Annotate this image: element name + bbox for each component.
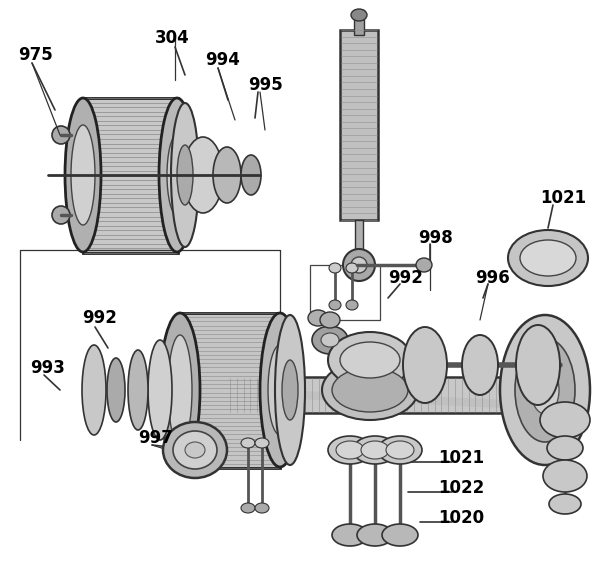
Ellipse shape [329, 263, 341, 273]
Ellipse shape [52, 206, 70, 224]
Ellipse shape [312, 326, 348, 354]
Text: 1021: 1021 [540, 189, 586, 207]
Ellipse shape [549, 494, 581, 514]
Text: 996: 996 [475, 269, 510, 287]
Ellipse shape [128, 350, 148, 430]
Ellipse shape [241, 438, 255, 448]
Bar [354, 10, 364, 35]
Text: 1020: 1020 [438, 509, 484, 527]
Text: 1021: 1021 [438, 449, 484, 467]
Ellipse shape [547, 436, 583, 460]
Ellipse shape [282, 360, 298, 420]
Ellipse shape [382, 524, 418, 546]
Ellipse shape [329, 300, 341, 310]
Ellipse shape [52, 126, 70, 144]
Ellipse shape [160, 313, 200, 467]
Ellipse shape [255, 438, 269, 448]
Text: 995: 995 [248, 76, 283, 94]
Ellipse shape [543, 460, 587, 492]
Ellipse shape [328, 332, 412, 388]
Ellipse shape [515, 338, 575, 442]
Text: 997: 997 [138, 429, 173, 447]
Bar [230, 377, 530, 413]
Ellipse shape [346, 263, 358, 273]
Ellipse shape [351, 9, 367, 21]
Ellipse shape [462, 335, 498, 395]
Ellipse shape [378, 436, 422, 464]
Ellipse shape [361, 441, 389, 459]
Ellipse shape [346, 300, 358, 310]
Text: 304: 304 [155, 29, 190, 47]
Ellipse shape [322, 360, 418, 420]
Ellipse shape [148, 340, 172, 440]
Text: 1022: 1022 [438, 479, 484, 497]
Text: 975: 975 [18, 46, 53, 64]
Bar [310, 265, 380, 320]
Ellipse shape [357, 524, 393, 546]
Ellipse shape [416, 258, 432, 272]
Ellipse shape [508, 230, 588, 286]
Ellipse shape [65, 98, 101, 252]
Ellipse shape [328, 436, 372, 464]
Text: 993: 993 [30, 359, 65, 377]
Bar [180, 313, 280, 468]
Ellipse shape [213, 147, 241, 203]
Ellipse shape [332, 368, 408, 412]
Text: 994: 994 [205, 51, 240, 69]
Text: 992: 992 [82, 309, 117, 327]
Bar [83, 98, 178, 253]
Ellipse shape [343, 249, 375, 281]
Ellipse shape [159, 98, 195, 252]
Ellipse shape [82, 345, 106, 435]
Ellipse shape [332, 524, 368, 546]
Ellipse shape [185, 442, 205, 458]
Ellipse shape [171, 103, 199, 247]
Bar [340, 30, 378, 220]
Ellipse shape [320, 312, 340, 328]
Ellipse shape [531, 366, 559, 414]
Ellipse shape [260, 313, 300, 467]
Ellipse shape [168, 335, 192, 445]
Ellipse shape [183, 137, 223, 213]
Text: 998: 998 [418, 229, 453, 247]
Ellipse shape [241, 503, 255, 513]
Ellipse shape [255, 503, 269, 513]
Ellipse shape [386, 441, 414, 459]
Ellipse shape [268, 345, 292, 435]
Ellipse shape [71, 125, 95, 225]
Ellipse shape [340, 342, 400, 378]
Ellipse shape [516, 325, 560, 405]
Ellipse shape [336, 441, 364, 459]
Bar [355, 220, 363, 260]
Ellipse shape [403, 327, 447, 403]
Ellipse shape [167, 135, 187, 215]
Ellipse shape [275, 315, 305, 465]
Ellipse shape [241, 155, 261, 195]
Ellipse shape [308, 310, 328, 326]
Ellipse shape [321, 333, 339, 347]
Ellipse shape [540, 402, 590, 438]
Ellipse shape [173, 431, 217, 469]
Ellipse shape [353, 436, 397, 464]
Text: 992: 992 [388, 269, 423, 287]
Ellipse shape [500, 315, 590, 465]
Ellipse shape [520, 240, 576, 276]
Ellipse shape [351, 257, 367, 273]
Ellipse shape [107, 358, 125, 422]
Ellipse shape [163, 422, 227, 478]
Ellipse shape [177, 145, 193, 205]
